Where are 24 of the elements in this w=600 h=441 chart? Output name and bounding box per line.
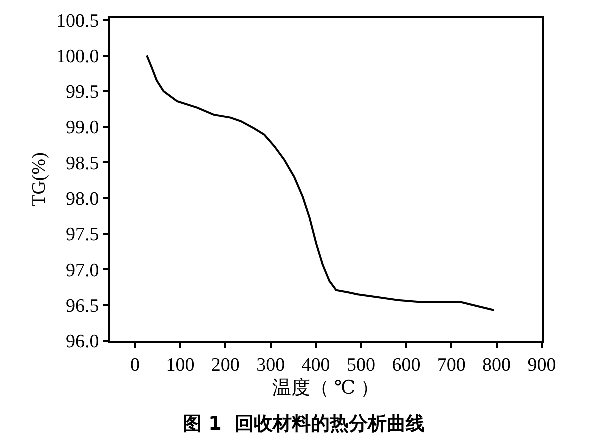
y-tick-label: 97.5	[66, 224, 100, 246]
x-tick-label: 700	[437, 354, 466, 376]
x-tick-label: 400	[302, 354, 330, 376]
y-tick-label: 97.0	[66, 260, 100, 282]
y-tick-label: 100.5	[56, 10, 100, 32]
x-tick-label: 800	[482, 354, 512, 376]
x-tick-label: 900	[528, 354, 556, 376]
y-tick-label: 99.5	[66, 82, 100, 104]
x-tick-label: 300	[256, 354, 286, 376]
y-axis-title: TG(%)	[28, 152, 50, 206]
x-tick-label: 0	[130, 354, 140, 376]
x-tick-label: 500	[347, 354, 376, 376]
y-tick-label: 98.0	[66, 189, 100, 210]
x-axis-title: 温度（ ℃ ）	[272, 377, 380, 400]
text: 图 1 回收材料的热分析曲线	[183, 413, 426, 435]
y-tick-label: 96.5	[66, 296, 100, 317]
line-series	[146, 54, 496, 312]
y-tick-label: 96.0	[66, 332, 100, 353]
x-tick-label: 100	[166, 354, 195, 376]
y-tick-label: 99.0	[66, 118, 100, 139]
y-tick-label: 100.0	[56, 46, 100, 68]
x-tick-label: 200	[211, 354, 240, 376]
y-tick-label: 98.5	[66, 153, 100, 174]
x-tick-label: 600	[392, 354, 421, 376]
